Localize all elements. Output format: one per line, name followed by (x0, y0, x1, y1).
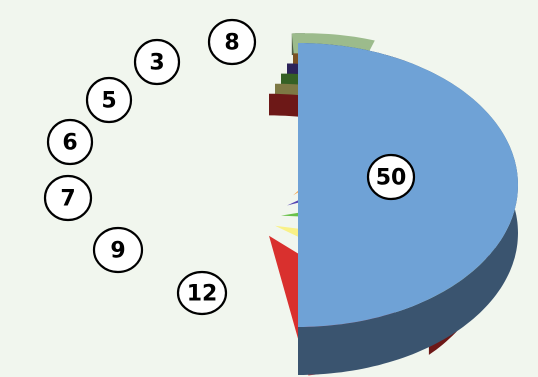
data-label-50: 50 (376, 166, 407, 191)
data-label-8: 8 (224, 31, 239, 56)
data-label-badge-8 (207, 18, 257, 66)
data-label-badge-6 (46, 118, 94, 166)
data-label-7: 7 (60, 187, 75, 212)
data-label-5: 5 (101, 89, 116, 114)
data-label-badge-50 (366, 153, 416, 201)
right-slice (298, 43, 518, 375)
data-label-3: 3 (149, 51, 164, 76)
data-label-badge-3 (133, 38, 181, 86)
data-label-12: 12 (187, 282, 218, 307)
data-label-badge-12 (176, 270, 228, 316)
data-labels: 50 12 9 7 65 3 8 (43, 18, 416, 316)
data-label-badge-5 (85, 76, 133, 124)
data-label-9: 9 (110, 239, 125, 264)
data-label-badge-7 (43, 174, 93, 222)
data-label-badge-9 (92, 226, 144, 274)
data-label-6: 6 (62, 131, 77, 156)
